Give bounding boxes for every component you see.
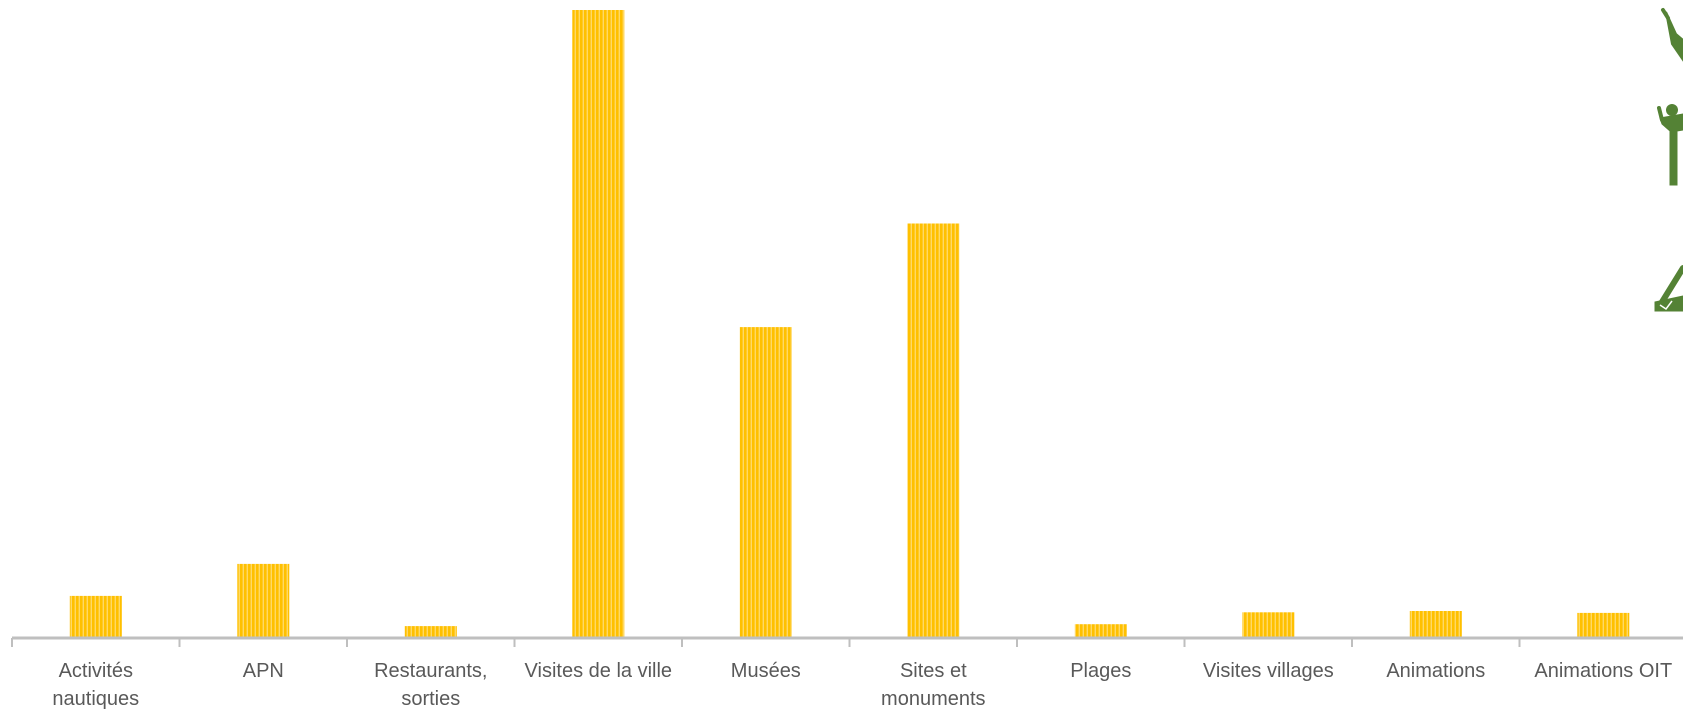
category-label-4: Musées xyxy=(731,660,801,682)
category-label-3: Visites de la ville xyxy=(525,660,672,682)
category-label-5: Sites et monuments xyxy=(881,660,986,710)
bars-layer xyxy=(69,10,1630,638)
decoration-icons xyxy=(1654,8,1683,312)
category-label-line: Plages xyxy=(1070,660,1131,682)
bar-2 xyxy=(404,626,457,638)
category-label-2: Restaurants, sorties xyxy=(374,660,487,710)
bar-4 xyxy=(739,327,792,638)
person-figure-icon xyxy=(1657,104,1683,186)
bar-8 xyxy=(1409,611,1462,638)
bar-9 xyxy=(1577,612,1630,638)
category-label-line: sorties xyxy=(401,688,460,710)
category-label-line: APN xyxy=(243,660,284,682)
category-label-line: Visites de la ville xyxy=(525,660,672,682)
category-label-line: monuments xyxy=(881,688,986,710)
category-label-line: Animations xyxy=(1386,660,1485,682)
bar-3 xyxy=(572,10,625,638)
climber-figure-icon xyxy=(1654,265,1683,312)
category-label-0: Activités nautiques xyxy=(52,660,139,710)
hiker-figure-icon xyxy=(1661,8,1683,62)
category-label-8: Animations xyxy=(1386,660,1485,682)
x-axis xyxy=(11,636,1683,647)
category-label-9: Animations OIT xyxy=(1534,660,1672,682)
bar-7 xyxy=(1242,612,1295,638)
category-label-line: Musées xyxy=(731,660,801,682)
category-labels: Activités nautiques APN Restaurants, sorties… xyxy=(52,660,1672,710)
category-label-line: Restaurants, xyxy=(374,660,487,682)
bar-5 xyxy=(907,223,960,638)
category-label-line: nautiques xyxy=(52,688,139,710)
bar-6 xyxy=(1074,624,1127,638)
category-label-1: APN xyxy=(243,660,284,682)
bar-0 xyxy=(69,595,122,638)
category-label-line: Visites villages xyxy=(1203,660,1334,682)
category-label-line: Activités xyxy=(59,660,133,682)
category-label-7: Visites villages xyxy=(1203,660,1334,682)
bar-1 xyxy=(237,563,290,638)
category-label-6: Plages xyxy=(1070,660,1131,682)
category-label-line: Animations OIT xyxy=(1534,660,1672,682)
category-label-line: Sites et xyxy=(900,660,967,682)
